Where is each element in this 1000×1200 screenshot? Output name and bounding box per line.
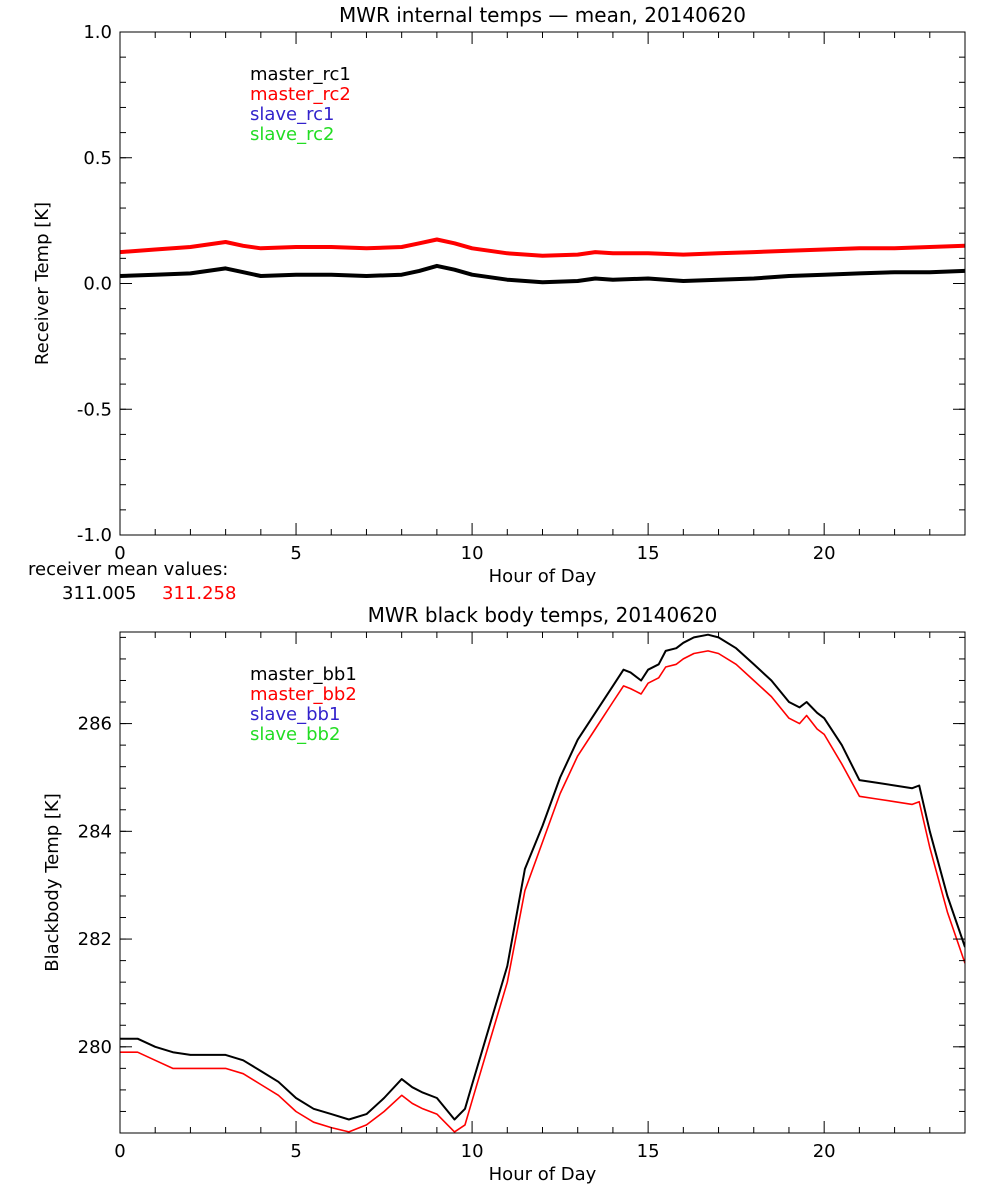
mean-values-annotation: receiver mean values: 311.005 311.258 [28, 559, 236, 604]
y-tick-label: -0.5 [77, 399, 112, 420]
legend-entry: master_bb1 [250, 664, 357, 685]
series-line-master_rc2 [120, 237, 965, 258]
plot-frame [119, 631, 966, 1134]
legend-entry: master_rc1 [250, 64, 351, 85]
chart-title: MWR black body temps, 20140620 [368, 603, 718, 627]
x-axis-label: Hour of Day [489, 566, 597, 587]
y-tick-label: -1.0 [77, 525, 112, 546]
y-axis-label: Receiver Temp [K] [32, 202, 53, 365]
legend-entry: master_bb2 [250, 684, 357, 705]
y-tick-label: 286 [78, 714, 112, 735]
x-tick-label: 5 [290, 543, 301, 564]
legend-entry: slave_bb1 [250, 704, 340, 725]
mean-value: 311.005 [62, 583, 136, 604]
legend-entry: slave_rc1 [250, 104, 335, 125]
x-tick-label: 20 [813, 1141, 836, 1162]
x-tick-label: 10 [461, 543, 484, 564]
y-tick-label: 282 [78, 929, 112, 950]
series-line-master_bb2 [120, 650, 965, 1133]
mean-values-label: receiver mean values: [28, 559, 228, 580]
y-tick-label: 0.0 [83, 274, 112, 295]
mean-value: 311.258 [162, 583, 236, 604]
series-group [120, 237, 965, 285]
y-tick-label: 0.5 [83, 148, 112, 169]
legend-entry: slave_rc2 [250, 124, 335, 145]
chart-panel-2: 0 5 10 15 20 280 282 284 286 MWR black body temps… [42, 603, 966, 1185]
x-tick-label: 20 [813, 543, 836, 564]
series-line-master_rc1 [120, 263, 965, 285]
x-tick-label: 15 [637, 1141, 660, 1162]
y-axis-label: Blackbody Temp [K] [42, 793, 63, 971]
x-tick-label: 10 [461, 1141, 484, 1162]
y-tick-label: 284 [78, 821, 112, 842]
x-tick-label: 0 [114, 543, 125, 564]
y-tick-label: 1.0 [83, 22, 112, 43]
x-tick-label: 15 [637, 543, 660, 564]
x-axis-label: Hour of Day [489, 1164, 597, 1185]
y-tick-label: 280 [78, 1037, 112, 1058]
x-tick-label: 5 [290, 1141, 301, 1162]
series-line-master_bb1 [120, 633, 965, 1121]
series-group [120, 633, 965, 1133]
chart-panel-1: 0 5 10 15 20 1.0 0.5 0.0 -0.5 -1.0 MWR internal te… [28, 3, 966, 604]
legend-entry: master_rc2 [250, 84, 351, 105]
chart-title: MWR internal temps — mean, 20140620 [339, 3, 746, 27]
x-tick-label: 0 [114, 1141, 125, 1162]
legend-entry: slave_bb2 [250, 724, 340, 745]
